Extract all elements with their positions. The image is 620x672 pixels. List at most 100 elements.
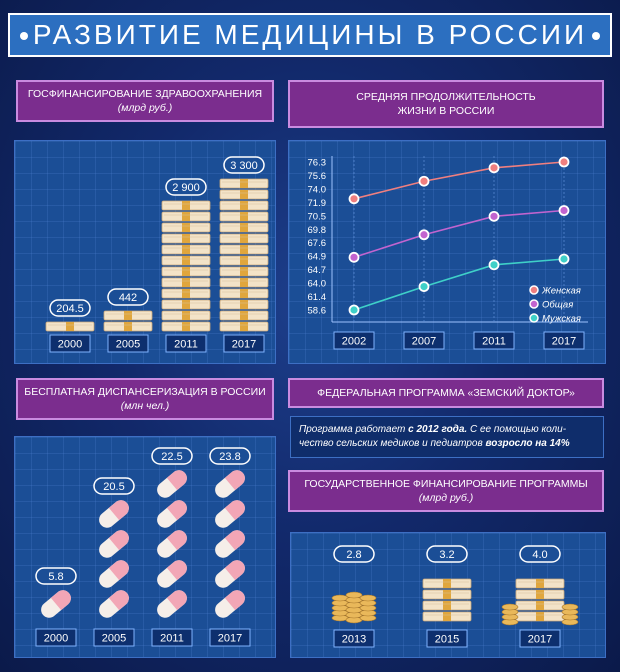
money-stack-icon bbox=[103, 321, 153, 332]
y-tick-label: 70.5 bbox=[308, 211, 327, 222]
pill-icon bbox=[215, 560, 245, 588]
pill-icon bbox=[157, 560, 187, 588]
y-tick-label: 76.3 bbox=[308, 158, 327, 169]
year-label: 2005 bbox=[116, 339, 140, 351]
program-header: ГОСУДАРСТВЕННОЕ ФИНАНСИРОВАНИЕ ПРОГРАММЫ… bbox=[288, 470, 604, 512]
money-stack-icon bbox=[219, 178, 269, 189]
pill-icon bbox=[99, 560, 129, 588]
value-badge bbox=[35, 567, 77, 585]
series-line-2 bbox=[353, 258, 565, 311]
value-label: 2 900 bbox=[172, 182, 200, 194]
year-box bbox=[519, 629, 561, 648]
data-point bbox=[488, 210, 500, 222]
program-title: ГОСУДАРСТВЕННОЕ ФИНАНСИРОВАНИЕ ПРОГРАММЫ bbox=[304, 478, 588, 490]
legend-label: Общая bbox=[542, 300, 573, 311]
money-stack-icon bbox=[219, 244, 269, 255]
pill-icon bbox=[99, 590, 129, 618]
life-header: СРЕДНЯЯ ПРОДОЛЖИТЕЛЬНОСТЬ ЖИЗНИ В РОССИИ bbox=[288, 80, 604, 128]
series-line-0 bbox=[353, 161, 565, 200]
year-label: 2013 bbox=[342, 634, 366, 646]
money-stack-icon bbox=[219, 200, 269, 211]
data-point bbox=[418, 175, 430, 187]
year-box bbox=[35, 628, 77, 647]
year-label: 2002 bbox=[342, 336, 366, 348]
money-stack-icon bbox=[45, 321, 95, 332]
money-stack-icon bbox=[219, 277, 269, 288]
money-stack-icon bbox=[515, 578, 565, 589]
money-stack-icon bbox=[161, 288, 211, 299]
pill-icon bbox=[157, 500, 187, 528]
checkup-subtitle: (млн чел.) bbox=[120, 400, 170, 412]
year-label: 2011 bbox=[174, 339, 198, 351]
money-stack-icon bbox=[422, 611, 472, 622]
title-dot-left bbox=[20, 32, 28, 40]
year-label: 2017 bbox=[232, 339, 256, 351]
coins-icon bbox=[501, 603, 519, 626]
year-box bbox=[473, 331, 515, 350]
pill-icon bbox=[99, 500, 129, 528]
zemsky-bold-2: возросло на 14% bbox=[485, 438, 570, 449]
value-label: 5.8 bbox=[48, 571, 63, 583]
value-badge bbox=[49, 299, 91, 317]
legend-marker bbox=[529, 313, 539, 323]
zemsky-note: Программа работает с 2012 года. С ее пом… bbox=[290, 416, 604, 458]
y-tick-label: 75.6 bbox=[308, 171, 327, 182]
value-badge bbox=[426, 545, 468, 563]
money-stack-icon bbox=[219, 310, 269, 321]
pill-icon bbox=[157, 590, 187, 618]
money-stack-icon bbox=[161, 310, 211, 321]
pill-icon bbox=[157, 530, 187, 558]
value-label: 20.5 bbox=[103, 481, 124, 493]
zemsky-bold-1: с 2012 года. bbox=[408, 424, 468, 435]
zemsky-title: ФЕДЕРАЛЬНАЯ ПРОГРАММА «ЗЕМСКИЙ ДОКТОР» bbox=[317, 387, 575, 399]
coins-icon bbox=[359, 594, 377, 622]
money-stack-icon bbox=[219, 255, 269, 266]
life-title: СРЕДНЯЯ ПРОДОЛЖИТЕЛЬНОСТЬ ЖИЗНИ В РОССИИ bbox=[356, 91, 536, 117]
money-stack-icon bbox=[161, 277, 211, 288]
year-box bbox=[49, 334, 91, 353]
year-label: 2007 bbox=[412, 336, 436, 348]
money-stack-icon bbox=[219, 222, 269, 233]
y-tick-label: 58.6 bbox=[308, 306, 327, 317]
pill-icon bbox=[99, 530, 129, 558]
year-label: 2000 bbox=[44, 633, 68, 645]
money-stack-icon bbox=[161, 200, 211, 211]
value-badge bbox=[93, 477, 135, 495]
data-point bbox=[488, 162, 500, 174]
money-stack-icon bbox=[161, 222, 211, 233]
money-stack-icon bbox=[161, 211, 211, 222]
money-stack-icon bbox=[219, 321, 269, 332]
money-stack-icon bbox=[422, 589, 472, 600]
year-label: 2017 bbox=[528, 634, 552, 646]
y-tick-label: 61.4 bbox=[308, 292, 327, 303]
y-tick-label: 67.6 bbox=[308, 238, 327, 249]
pill-icon bbox=[41, 590, 71, 618]
year-box bbox=[223, 334, 265, 353]
money-stack-icon bbox=[219, 211, 269, 222]
value-badge bbox=[107, 288, 149, 306]
y-tick-label: 69.8 bbox=[308, 225, 327, 236]
value-label: 2.8 bbox=[346, 549, 361, 561]
year-box bbox=[151, 628, 193, 647]
year-label: 2005 bbox=[102, 633, 126, 645]
year-box bbox=[209, 628, 251, 647]
checkup-header: БЕСПЛАТНАЯ ДИСПАНСЕРИЗАЦИЯ В РОССИИ (млн… bbox=[16, 378, 274, 420]
life-chart: 76.3 75.6 74.0 71.9 70.5 69.8 67.6 64.9 64.7 64.0… bbox=[308, 156, 588, 350]
funding-header: ГОСФИНАНСИРОВАНИЕ ЗДРАВООХРАНЕНИЯ (млрд … bbox=[16, 80, 274, 122]
money-stack-icon bbox=[422, 600, 472, 611]
page-title: РАЗВИТИЕ МЕДИЦИНЫ В РОССИИ bbox=[32, 19, 588, 50]
year-label: 2000 bbox=[58, 339, 82, 351]
year-label: 2011 bbox=[160, 633, 184, 645]
zemsky-text-2: С ее помощью коли-чество сельских медико… bbox=[299, 424, 567, 449]
value-badge bbox=[209, 447, 251, 465]
value-label: 4.0 bbox=[532, 549, 547, 561]
data-point bbox=[348, 193, 360, 205]
year-box bbox=[543, 331, 585, 350]
year-box bbox=[403, 331, 445, 350]
legend-label: Женская bbox=[541, 286, 581, 297]
funding-chart: 204.5 2000 442 2005 2 900 2011 3 300 2017 bbox=[45, 156, 269, 353]
pill-icon bbox=[157, 470, 187, 498]
page-title-bar: РАЗВИТИЕ МЕДИЦИНЫ В РОССИИ bbox=[8, 13, 612, 57]
program-subtitle: (млрд руб.) bbox=[418, 492, 474, 504]
value-label: 204.5 bbox=[56, 303, 84, 315]
